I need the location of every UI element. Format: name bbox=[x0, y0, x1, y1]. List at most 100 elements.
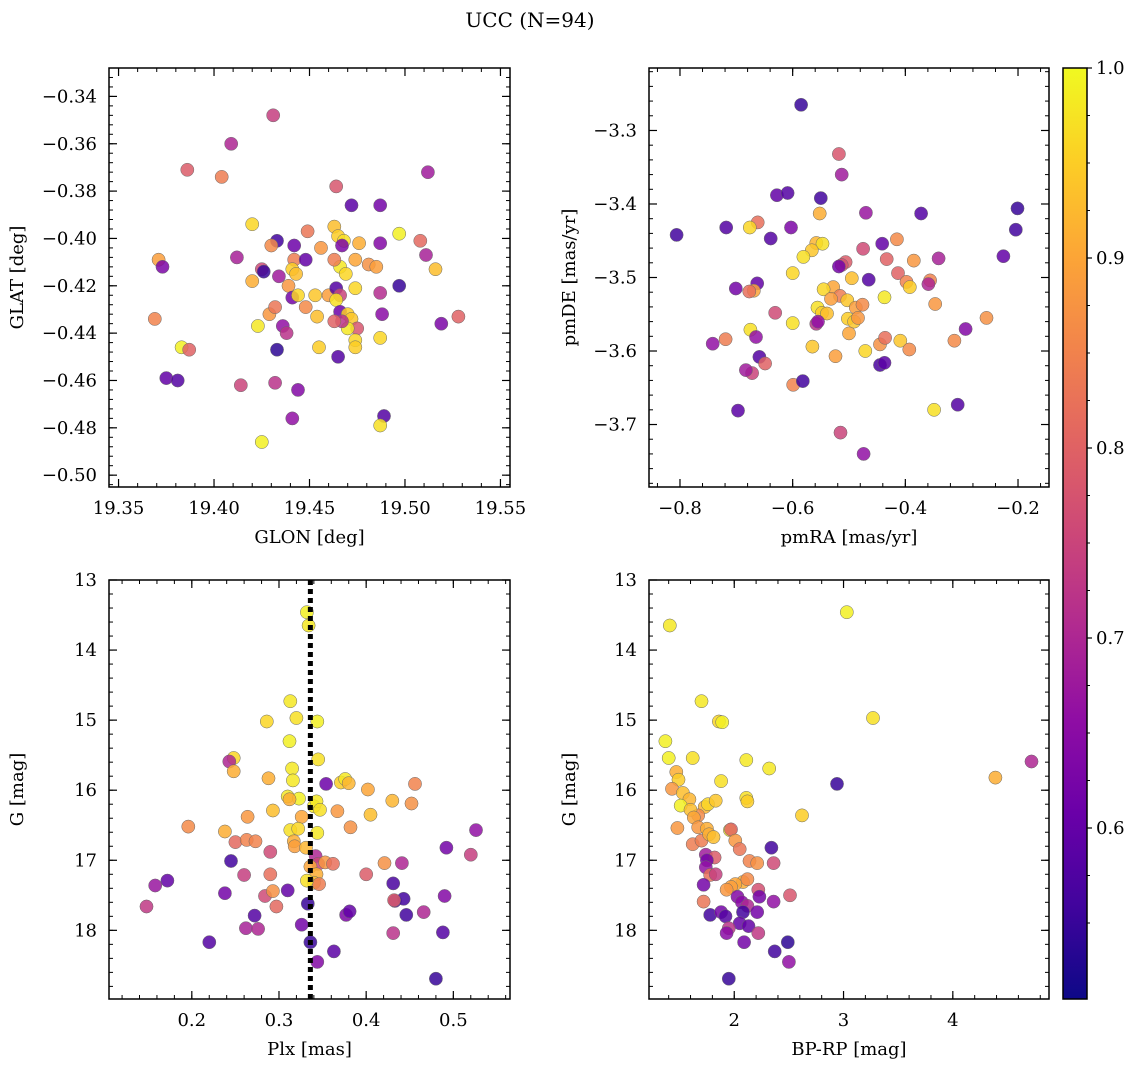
data-point bbox=[263, 845, 278, 859]
data-point bbox=[750, 856, 765, 870]
data-point bbox=[1008, 222, 1023, 237]
data-point bbox=[875, 236, 890, 251]
data-point bbox=[310, 309, 324, 324]
colorbar-tick-label: 0.9 bbox=[1096, 248, 1125, 269]
data-point bbox=[214, 170, 229, 184]
data-point bbox=[310, 714, 325, 729]
data-point bbox=[732, 842, 747, 856]
data-point bbox=[313, 802, 327, 817]
data-point bbox=[285, 411, 300, 426]
data-point bbox=[752, 889, 767, 904]
data-point bbox=[341, 776, 356, 791]
data-point bbox=[294, 809, 309, 824]
data-point bbox=[263, 867, 278, 882]
x-tick-label: 0.4 bbox=[352, 1010, 381, 1031]
data-point bbox=[728, 281, 743, 296]
data-point bbox=[233, 378, 248, 393]
data-point bbox=[413, 233, 428, 248]
data-point bbox=[329, 293, 344, 307]
data-point bbox=[421, 165, 435, 180]
data-point bbox=[947, 333, 962, 348]
data-point bbox=[226, 764, 241, 779]
y-tick-label: −0.44 bbox=[42, 323, 97, 344]
data-point bbox=[330, 804, 345, 819]
data-point bbox=[377, 856, 392, 870]
data-point bbox=[783, 888, 797, 903]
data-point bbox=[877, 355, 892, 370]
data-point bbox=[721, 971, 736, 986]
y-tick-label: 15 bbox=[74, 710, 97, 731]
data-point bbox=[782, 955, 796, 969]
y-axis-label: pmDE [mas/yr] bbox=[559, 209, 580, 347]
colorbar-tick-label: 0.8 bbox=[1096, 438, 1125, 459]
data-point bbox=[719, 882, 734, 897]
data-point bbox=[670, 821, 685, 835]
data-point bbox=[343, 820, 358, 835]
data-point bbox=[272, 269, 286, 284]
data-point bbox=[879, 252, 894, 266]
data-point bbox=[392, 226, 407, 241]
data-point bbox=[856, 447, 871, 461]
x-tick-label: −0.6 bbox=[771, 498, 815, 519]
data-point bbox=[795, 808, 809, 823]
data-point bbox=[731, 403, 745, 418]
axes-frame bbox=[108, 67, 511, 488]
data-point bbox=[890, 232, 904, 247]
data-point bbox=[286, 773, 300, 788]
data-point bbox=[331, 349, 345, 364]
data-point bbox=[139, 899, 154, 914]
data-point bbox=[261, 771, 276, 786]
data-point bbox=[861, 272, 876, 287]
data-point bbox=[893, 333, 908, 348]
x-tick-label: −0.2 bbox=[996, 498, 1040, 519]
data-point bbox=[392, 278, 407, 293]
data-point bbox=[820, 306, 834, 321]
x-tick-label: 19.35 bbox=[93, 498, 145, 519]
data-point bbox=[812, 206, 827, 221]
data-point bbox=[739, 753, 754, 767]
data-point bbox=[312, 340, 326, 355]
y-tick-label: −3.6 bbox=[593, 341, 637, 362]
data-point bbox=[395, 856, 409, 870]
data-point bbox=[927, 402, 941, 417]
colorbar-tick-label: 0.6 bbox=[1096, 818, 1125, 839]
colorbar-tick-label: 0.7 bbox=[1096, 628, 1125, 649]
data-point bbox=[416, 905, 431, 919]
y-tick-label: −3.5 bbox=[593, 268, 637, 289]
data-point bbox=[429, 971, 443, 986]
data-point bbox=[428, 262, 443, 277]
data-point bbox=[308, 288, 323, 303]
data-point bbox=[270, 342, 284, 357]
x-tick-label: 4 bbox=[947, 1010, 958, 1031]
data-point bbox=[1024, 754, 1039, 769]
data-point bbox=[373, 236, 388, 251]
y-tick-label: −0.36 bbox=[42, 134, 97, 155]
data-point bbox=[434, 316, 449, 331]
data-point bbox=[742, 284, 757, 299]
data-point bbox=[931, 251, 946, 266]
data-point bbox=[311, 752, 326, 767]
data-point bbox=[794, 97, 808, 112]
data-point bbox=[361, 782, 375, 797]
data-point bbox=[877, 290, 892, 305]
data-point bbox=[327, 314, 342, 329]
data-point bbox=[742, 220, 757, 235]
data-point bbox=[739, 363, 753, 377]
data-point bbox=[811, 314, 825, 329]
data-point bbox=[832, 147, 846, 161]
y-tick-label: −0.38 bbox=[42, 181, 97, 202]
data-point bbox=[251, 319, 265, 333]
data-point bbox=[839, 605, 854, 620]
colorbar-tick-label: 1.0 bbox=[1096, 58, 1125, 79]
data-point bbox=[768, 305, 783, 320]
data-point bbox=[669, 228, 684, 242]
data-point bbox=[696, 877, 711, 892]
x-axis-label: BP-RP [mag] bbox=[791, 1039, 906, 1060]
data-point bbox=[147, 312, 162, 326]
y-axis-label: G [mag] bbox=[7, 753, 28, 826]
data-point bbox=[266, 108, 281, 123]
data-point bbox=[230, 250, 244, 265]
data-point bbox=[327, 944, 341, 959]
data-point bbox=[268, 300, 282, 314]
